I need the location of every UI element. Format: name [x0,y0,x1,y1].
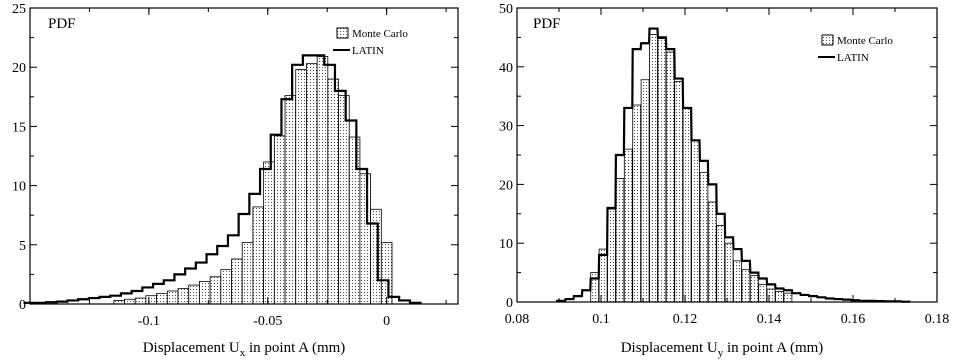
y-tick-label: 5 [19,239,26,254]
histogram-bar [691,139,700,303]
histogram-bar [188,284,200,305]
x-tick-label: 0.08 [505,312,530,327]
histogram-bar [640,79,650,303]
legend-swatch-monte-carlo [821,34,834,46]
latin-step-line [556,27,911,303]
x-axis-label: Displacement Ux in point A (mm) [143,340,346,359]
histogram-bar [273,135,286,305]
legend-label-monte-carlo: Monte Carlo [352,28,408,40]
histogram-bar [348,136,361,305]
histogram-bar [741,269,751,303]
histogram-bar [623,148,633,303]
histogram-bar [209,276,222,305]
histogram-bar [607,208,616,303]
x-tick-label: 0.12 [673,312,698,327]
x-tick-label: 0.16 [841,312,866,327]
histogram-bar [295,69,307,305]
y-tick-label: 30 [499,120,513,135]
y-tick-label: 25 [12,2,26,17]
legend-label-latin: LATIN [352,45,384,57]
pdf-annotation: PDF [48,16,76,32]
histogram-bar [156,292,168,305]
y-tick-label: 50 [499,2,513,17]
histogram-bar [316,56,329,305]
histogram-bar [657,38,667,303]
legend: Monte Carlo LATIN [818,34,893,64]
histogram-bar [177,288,190,305]
histogram-bar [124,298,136,305]
y-tick-label: 15 [12,120,26,135]
histogram-bar [766,288,776,303]
x-tick-label: 0.1 [592,312,610,327]
histogram-bar [338,95,350,305]
latin-step-line [23,54,422,304]
histogram-bar [284,95,297,305]
histogram-bar [707,201,717,303]
x-tick-label: 0.14 [757,312,782,327]
histogram-bar [241,242,254,305]
histogram-bar [649,34,658,303]
y-tick-label: 0 [19,298,26,313]
histogram-bar [699,172,709,303]
histogram-bar [749,275,759,303]
histogram-bar [724,242,734,303]
y-tick-label: 20 [12,61,26,76]
histogram-bar [252,206,265,305]
histogram-bar [733,260,742,303]
histogram-bar [665,51,675,303]
y-tick-label: 0 [506,296,513,311]
x-tick-label: 0 [383,314,390,329]
histogram-bar [134,297,147,305]
chart-panel-uy: PDF Displacement Uy in point A (mm) Mont… [499,2,949,359]
legend-label-latin: LATIN [837,52,869,64]
histogram-bar [598,248,608,303]
histogram-bar [220,269,232,305]
histogram-bar [674,81,684,303]
pdf-annotation: PDF [533,16,561,32]
histogram-bar [166,290,179,305]
x-tick-label: -0.05 [253,314,282,329]
histogram-bar [306,63,318,305]
histogram-bar [716,225,726,303]
histogram-bar [145,295,158,305]
histogram-bar [682,107,692,303]
legend: Monte Carlo LATIN [333,27,408,57]
y-tick-label: 40 [499,61,513,76]
y-tick-label: 20 [499,178,513,193]
y-tick-label: 10 [12,180,26,195]
histogram-bar [775,291,784,303]
histogram-bar [263,161,275,305]
histogram-bar [590,272,600,303]
legend-swatch-monte-carlo [336,27,349,39]
x-tick-label: -0.1 [138,314,160,329]
histogram-bar [359,173,372,305]
histogram-bar [783,292,793,303]
legend-label-monte-carlo: Monte Carlo [837,35,893,47]
histogram-bar [231,258,243,305]
histogram-bar [632,104,642,303]
x-axis-label: Displacement Uy in point A (mm) [621,340,824,359]
y-tick-label: 10 [499,237,513,252]
histogram-bar [758,283,768,303]
chart-panel-ux: PDF Displacement Ux in point A (mm) Mont… [12,2,459,359]
x-tick-label: 0.18 [925,312,950,327]
histogram-bar [327,78,339,305]
histogram-bar [380,242,393,305]
histogram-bar [615,178,625,303]
